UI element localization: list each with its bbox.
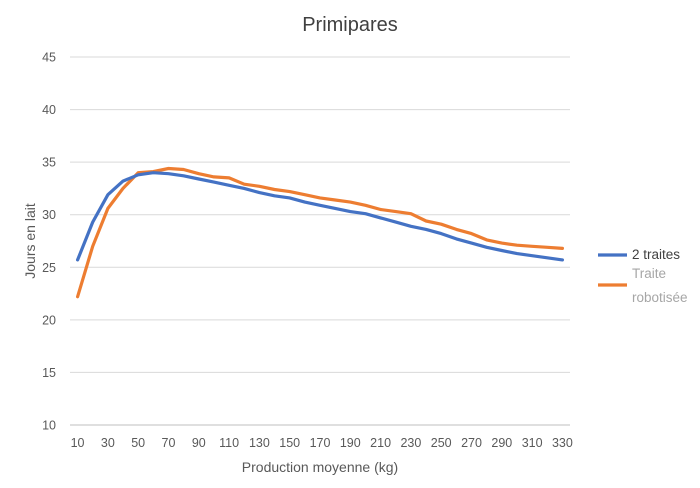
x-tick-label: 90 xyxy=(192,436,206,450)
x-tick-label: 10 xyxy=(71,436,85,450)
y-axis-ticks: 10 15 20 25 30 35 40 45 xyxy=(42,51,56,433)
legend-label: robotisée xyxy=(632,290,688,305)
x-tick-label: 190 xyxy=(340,436,361,450)
x-tick-label: 130 xyxy=(249,436,270,450)
y-tick-label: 35 xyxy=(42,156,56,170)
legend-label: Traite xyxy=(632,266,666,281)
x-axis-ticks: 10 30 50 70 90 110 130 150 170 190 210 230 250 270 290… xyxy=(71,436,573,450)
x-tick-label: 310 xyxy=(522,436,543,450)
x-tick-label: 150 xyxy=(279,436,300,450)
y-tick-label: 10 xyxy=(42,419,56,433)
x-tick-label: 70 xyxy=(162,436,176,450)
x-tick-label: 290 xyxy=(491,436,512,450)
y-tick-label: 25 xyxy=(42,261,56,275)
chart-title: Primipares xyxy=(302,14,398,36)
y-tick-label: 15 xyxy=(42,366,56,380)
x-tick-label: 110 xyxy=(219,436,239,450)
x-tick-label: 210 xyxy=(370,436,391,450)
x-tick-label: 230 xyxy=(400,436,421,450)
legend-item: Traite robotisée xyxy=(598,266,688,305)
x-tick-label: 250 xyxy=(431,436,452,450)
y-tick-label: 20 xyxy=(42,313,56,327)
series-line-1 xyxy=(75,166,565,299)
x-tick-label: 330 xyxy=(552,436,573,450)
series-line-0 xyxy=(75,171,565,262)
x-tick-label: 50 xyxy=(131,436,145,450)
legend-item: 2 traites xyxy=(598,247,680,262)
x-axis-title: Production moyenne (kg) xyxy=(242,459,398,475)
legend: 2 traites Traite robotisée xyxy=(598,247,688,305)
y-tick-label: 45 xyxy=(42,51,56,65)
series-lines xyxy=(75,166,565,299)
gridlines xyxy=(70,56,570,426)
legend-label: 2 traites xyxy=(632,247,680,262)
x-tick-label: 30 xyxy=(101,436,115,450)
y-tick-label: 30 xyxy=(42,208,56,222)
y-tick-label: 40 xyxy=(42,103,56,117)
x-tick-label: 170 xyxy=(310,436,331,450)
y-axis-title: Jours en lait xyxy=(22,203,38,279)
x-tick-label: 270 xyxy=(461,436,482,450)
